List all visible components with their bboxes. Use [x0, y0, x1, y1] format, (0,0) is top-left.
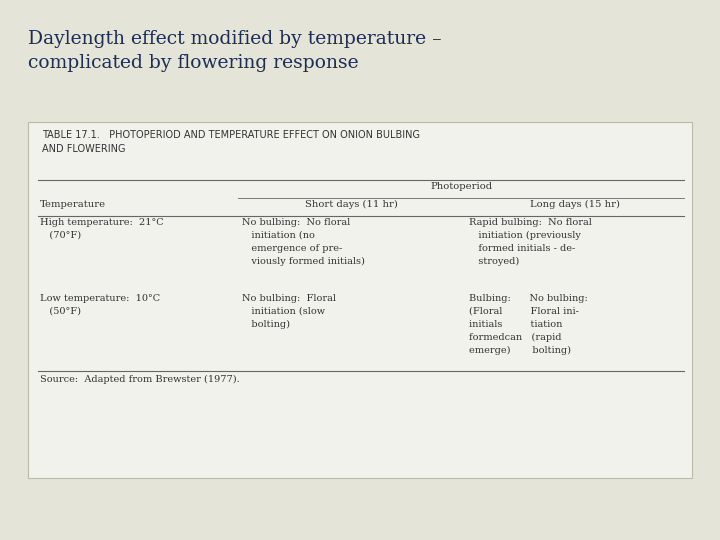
Text: Rapid bulbing:  No floral
   initiation (previously
   formed initials - de-
   : Rapid bulbing: No floral initiation (pre…	[469, 218, 592, 266]
Text: Source:  Adapted from Brewster (1977).: Source: Adapted from Brewster (1977).	[40, 375, 240, 384]
Text: Low temperature:  10°C
   (50°F): Low temperature: 10°C (50°F)	[40, 294, 160, 316]
Text: Daylength effect modified by temperature –
complicated by flowering response: Daylength effect modified by temperature…	[28, 30, 441, 72]
Text: TABLE 17.1.   PHOTOPERIOD AND TEMPERATURE EFFECT ON ONION BULBING
AND FLOWERING: TABLE 17.1. PHOTOPERIOD AND TEMPERATURE …	[42, 130, 420, 154]
Text: High temperature:  21°C
   (70°F): High temperature: 21°C (70°F)	[40, 218, 163, 240]
Text: Photoperiod: Photoperiod	[430, 182, 492, 191]
Text: Short days (11 hr): Short days (11 hr)	[305, 200, 398, 209]
FancyBboxPatch shape	[28, 122, 692, 478]
Text: Long days (15 hr): Long days (15 hr)	[529, 200, 619, 209]
Text: No bulbing:  Floral
   initiation (slow
   bolting): No bulbing: Floral initiation (slow bolt…	[242, 294, 336, 329]
Text: Temperature: Temperature	[40, 200, 106, 209]
Text: No bulbing:  No floral
   initiation (no
   emergence of pre-
   viously formed : No bulbing: No floral initiation (no eme…	[242, 218, 365, 266]
Text: Bulbing:      No bulbing:
(Floral         Floral ini-
initials         tiation
f: Bulbing: No bulbing: (Floral Floral ini-…	[469, 294, 588, 355]
